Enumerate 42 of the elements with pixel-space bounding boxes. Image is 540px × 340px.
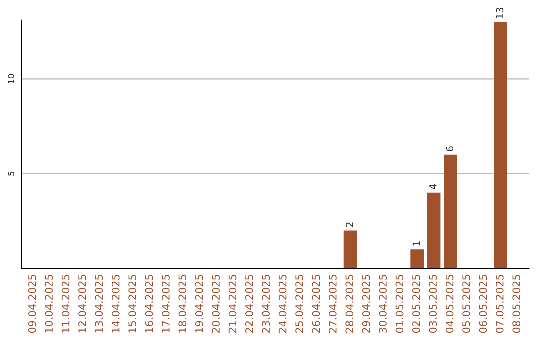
x-tick-label: 10.04.2025	[45, 275, 54, 333]
x-tick-label: 21.04.2025	[228, 275, 237, 334]
bar	[444, 154, 458, 269]
y-tick-label: 5	[8, 172, 14, 176]
bar	[427, 192, 441, 269]
data-label: 4	[430, 184, 437, 190]
x-tick-label: 17.04.2025	[162, 275, 170, 333]
x-tick-label: 14.04.2025	[112, 275, 120, 333]
x-tick-label: 20.04.2025	[212, 275, 220, 334]
x-tick-label: 02.05.2025	[412, 275, 420, 334]
x-tick-label: 04.05.2025	[446, 275, 454, 334]
bar	[344, 230, 358, 269]
x-tick-label: 29.04.2025	[362, 275, 370, 334]
x-tick-label: 03.05.2025	[429, 275, 438, 334]
data-label: 6	[446, 146, 454, 152]
x-tick-label: 30.04.2025	[379, 275, 387, 334]
x-tick-label: 22.04.2025	[245, 275, 254, 334]
x-tick-label: 15.04.2025	[128, 275, 136, 333]
bar	[494, 22, 508, 269]
x-tick-label: 16.04.2025	[145, 275, 154, 333]
x-tick-label: 06.05.2025	[479, 275, 488, 334]
data-label: 13	[496, 8, 504, 18]
x-tick-label: 05.05.2025	[462, 275, 470, 334]
x-tick-label: 27.04.2025	[328, 275, 337, 334]
x-tick-label: 28.04.2025	[346, 275, 354, 334]
x-tick-label: 23.04.2025	[262, 275, 270, 334]
data-label: 2	[346, 222, 354, 228]
x-tick-label: 18.04.2025	[178, 275, 187, 333]
x-tick-label: 12.04.2025	[78, 275, 86, 333]
y-tick-label: 10	[8, 74, 14, 84]
x-tick-label: 13.04.2025	[95, 275, 104, 333]
x-tick-label: 01.05.2025	[396, 275, 404, 334]
x-tick-label: 08.05.2025	[512, 275, 521, 334]
bar	[410, 250, 424, 269]
data-label: 1	[412, 242, 420, 246]
x-tick-label: 09.04.2025	[28, 275, 36, 334]
x-tick-label: 11.04.2025	[62, 275, 70, 333]
x-tick-label: 26.04.2025	[312, 275, 320, 334]
x-tick-label: 19.04.2025	[195, 275, 204, 333]
x-tick-label: 07.05.2025	[496, 275, 504, 334]
x-tick-label: 25.04.2025	[296, 275, 304, 334]
x-tick-label: 24.04.2025	[278, 275, 287, 334]
